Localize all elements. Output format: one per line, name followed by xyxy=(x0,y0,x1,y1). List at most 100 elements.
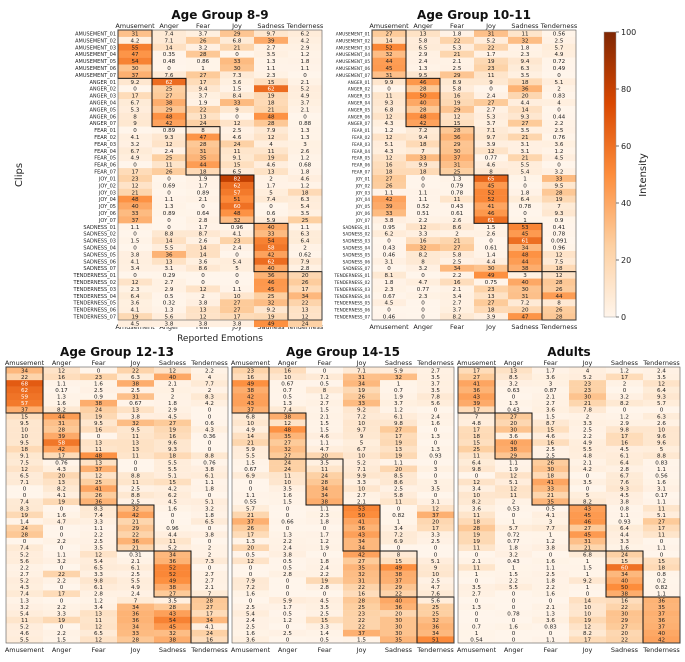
cell-label: 0 xyxy=(421,315,425,321)
cell-label: 22 xyxy=(301,301,308,307)
cell-label: 1 xyxy=(512,565,516,571)
cell-label: 1.6 xyxy=(94,381,103,387)
heatmap-cell xyxy=(380,413,418,420)
cell-label: 7.6 xyxy=(165,73,174,79)
cell-label: 5.6 xyxy=(431,598,440,604)
cell-label: 14 xyxy=(584,598,592,604)
row-label: SADNESS_04 xyxy=(343,246,371,251)
cell-label: 0 xyxy=(133,232,137,238)
heatmap-cell xyxy=(643,583,681,591)
heatmap-cell xyxy=(569,557,607,565)
heatmap-cell xyxy=(269,590,307,598)
cell-label: 23 xyxy=(233,239,241,245)
cell-label: 2.3 xyxy=(521,52,530,58)
heatmap-cell xyxy=(406,216,441,224)
cell-label: 19 xyxy=(584,618,592,624)
cell-label: 32 xyxy=(385,52,392,58)
heatmap-cell xyxy=(154,610,192,617)
cell-label: 8.6 xyxy=(453,225,462,231)
cell-label: 0 xyxy=(269,204,273,210)
heatmap-cell xyxy=(343,406,381,414)
cell-label: 27 xyxy=(395,427,403,433)
cell-label: 0.62 xyxy=(299,252,311,258)
cell-label: 4.9 xyxy=(246,427,255,433)
heatmap-cell xyxy=(495,399,533,407)
cell-label: 13 xyxy=(132,408,140,414)
heatmap-cell xyxy=(220,50,255,58)
heatmap-cell xyxy=(532,505,570,512)
cell-label: 2.4 xyxy=(320,565,329,571)
heatmap-cell xyxy=(232,386,270,394)
cell-label: 2 xyxy=(303,246,307,252)
heatmap-cell xyxy=(458,439,496,447)
cell-label: 8.2 xyxy=(583,631,592,637)
heatmap-cell xyxy=(6,636,44,644)
cell-label: 4.5 xyxy=(168,414,177,420)
cell-label: 22 xyxy=(132,533,139,539)
colorbar-tick-label: 20 xyxy=(621,256,631,265)
heatmap-cell xyxy=(508,99,543,107)
cell-label: 9.5 xyxy=(555,183,564,189)
heatmap-cell xyxy=(508,36,543,45)
cell-label: 30 xyxy=(584,395,592,401)
cell-label: 17 xyxy=(395,434,403,440)
cell-label: 29 xyxy=(453,107,461,113)
cell-label: 4.6 xyxy=(267,163,276,169)
heatmap-cell xyxy=(43,452,81,460)
heatmap-cell xyxy=(43,491,81,499)
heatmap-cell xyxy=(152,271,187,279)
row-label: ANGER_07 xyxy=(89,121,116,127)
heatmap-cell xyxy=(569,590,607,598)
heatmap-cell xyxy=(154,413,192,420)
heatmap-cell xyxy=(495,478,533,486)
heatmap-cell xyxy=(417,597,455,604)
heatmap-cell xyxy=(117,610,155,617)
heatmap-cell xyxy=(220,230,255,238)
heatmap-cell xyxy=(542,71,577,79)
heatmap-cell xyxy=(643,465,681,473)
heatmap-cell xyxy=(569,531,607,539)
heatmap-cell xyxy=(380,603,418,611)
cell-label: 1.1 xyxy=(57,552,66,558)
heatmap-cell xyxy=(643,603,681,611)
heatmap-cell xyxy=(220,209,255,217)
heatmap-cell xyxy=(80,432,118,440)
heatmap-cell xyxy=(80,498,118,506)
heatmap-cell xyxy=(186,292,221,300)
row-label: JOY_04 xyxy=(355,197,371,202)
row-label: SADNESS_05 xyxy=(343,252,371,257)
row-label: TENDERNESS_04 xyxy=(72,294,116,300)
heatmap-cell xyxy=(43,498,81,506)
heatmap-cell xyxy=(532,439,570,447)
heatmap-cell xyxy=(372,64,407,72)
cell-label: 33 xyxy=(547,487,555,493)
cell-label: 0 xyxy=(387,308,391,314)
heatmap-cell xyxy=(380,367,418,374)
heatmap-cell xyxy=(118,105,153,114)
heatmap-cell xyxy=(532,564,570,571)
heatmap-cell xyxy=(186,188,221,196)
heatmap-cell xyxy=(508,313,543,321)
heatmap-cell xyxy=(220,306,255,314)
heatmap-cell xyxy=(117,478,155,486)
cell-label: 28 xyxy=(473,526,481,532)
row-label: AMUSEMENT_07 xyxy=(336,73,371,78)
heatmap-cell xyxy=(43,570,81,578)
cell-label: 1.1 xyxy=(57,381,66,387)
column-label-bottom: Sadness xyxy=(611,646,639,654)
heatmap-cell xyxy=(643,590,681,598)
cell-label: 14 xyxy=(165,45,173,51)
cell-label: 4.5 xyxy=(168,500,177,506)
heatmap-cell xyxy=(508,216,543,224)
cell-label: 18 xyxy=(555,266,563,272)
heatmap-cell xyxy=(118,313,153,321)
heatmap-cell xyxy=(380,531,418,539)
cell-label: 3.2 xyxy=(555,170,564,176)
heatmap-cell xyxy=(117,399,155,407)
cell-label: 42 xyxy=(385,197,392,203)
cell-label: 34 xyxy=(621,572,629,578)
cell-label: 0.29 xyxy=(163,273,176,279)
heatmap-cell xyxy=(532,459,570,466)
cell-label: 4.2 xyxy=(131,38,140,44)
heatmap-cell xyxy=(43,413,81,420)
